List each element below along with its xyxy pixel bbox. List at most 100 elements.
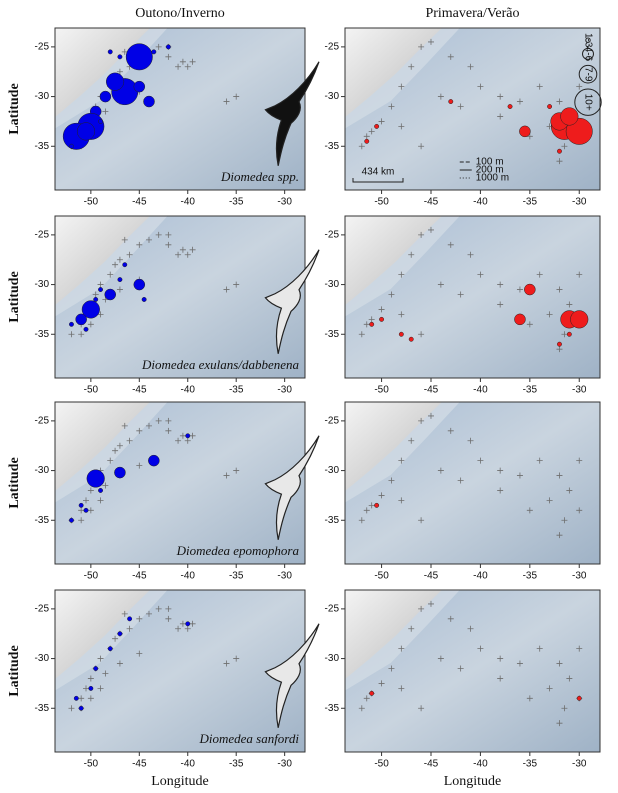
sighting-bubble bbox=[399, 332, 403, 336]
y-tick-label: -25 bbox=[325, 230, 340, 241]
size-legend-label: 4-6 bbox=[582, 47, 593, 62]
x-tick-label: -50 bbox=[374, 385, 389, 396]
sighting-bubble bbox=[126, 44, 152, 70]
x-tick-label: -35 bbox=[523, 197, 538, 208]
y-tick-label: -30 bbox=[325, 91, 340, 102]
sighting-bubble bbox=[123, 262, 127, 266]
sighting-bubble bbox=[557, 149, 561, 153]
sighting-bubble bbox=[98, 287, 102, 291]
sighting-bubble bbox=[143, 96, 154, 107]
sighting-bubble bbox=[69, 518, 73, 522]
y-tick-label: -30 bbox=[35, 653, 50, 664]
species-name: Diomedea spp. bbox=[220, 169, 299, 184]
x-tick-label: -35 bbox=[523, 571, 538, 582]
sighting-bubble bbox=[79, 706, 83, 710]
sighting-bubble bbox=[142, 297, 146, 301]
x-axis-label: Longitude bbox=[444, 774, 502, 789]
y-tick-label: -30 bbox=[35, 279, 50, 290]
x-tick-label: -45 bbox=[132, 197, 147, 208]
y-tick-label: -25 bbox=[35, 42, 50, 53]
sighting-bubble bbox=[98, 488, 102, 492]
x-tick-label: -30 bbox=[277, 759, 292, 770]
sighting-bubble bbox=[449, 99, 453, 103]
page: {"chart_data":[ {"type":"scatter","title… bbox=[0, 0, 618, 793]
y-tick-label: -35 bbox=[325, 515, 340, 526]
x-tick-label: -50 bbox=[374, 571, 389, 582]
size-legend-label: 1-3 bbox=[582, 33, 593, 48]
x-tick-label: -30 bbox=[277, 385, 292, 396]
y-tick-label: -30 bbox=[325, 279, 340, 290]
x-tick-label: -35 bbox=[229, 759, 244, 770]
sighting-bubble bbox=[127, 617, 131, 621]
x-tick-label: -45 bbox=[132, 759, 147, 770]
x-tick-label: -45 bbox=[424, 571, 439, 582]
size-legend-label: 7-9 bbox=[582, 67, 593, 82]
y-tick-label: -25 bbox=[35, 230, 50, 241]
x-tick-label: -30 bbox=[277, 197, 292, 208]
x-tick-label: -30 bbox=[572, 197, 587, 208]
sighting-bubble bbox=[567, 332, 571, 336]
sighting-bubble bbox=[79, 503, 83, 507]
x-tick-label: -40 bbox=[473, 571, 488, 582]
column-title: Primavera/Verão bbox=[425, 6, 519, 21]
species-name: Diomedea exulans/dabbenena bbox=[141, 357, 300, 372]
sighting-bubble bbox=[118, 632, 122, 636]
sighting-bubble bbox=[93, 297, 97, 301]
sighting-bubble bbox=[369, 322, 373, 326]
sighting-bubble bbox=[557, 342, 561, 346]
sighting-bubble bbox=[514, 314, 525, 325]
panel: -50-45-40-35-30-25-30-35LatitudeLongitud… bbox=[7, 590, 319, 789]
y-tick-label: -35 bbox=[35, 329, 50, 340]
sighting-bubble bbox=[74, 696, 78, 700]
sighting-bubble bbox=[69, 144, 73, 148]
sighting-bubble bbox=[379, 317, 383, 321]
sighting-bubble bbox=[84, 327, 88, 331]
panel: -50-45-40-35-30-25-30-35LatitudeDiomedea… bbox=[7, 216, 319, 396]
sighting-bubble bbox=[148, 455, 159, 466]
x-tick-label: -30 bbox=[277, 571, 292, 582]
x-tick-label: -50 bbox=[374, 197, 389, 208]
sighting-bubble bbox=[508, 104, 512, 108]
sighting-bubble bbox=[524, 284, 535, 295]
y-axis-label: Latitude bbox=[7, 645, 22, 696]
x-tick-label: -30 bbox=[572, 385, 587, 396]
y-tick-label: -30 bbox=[35, 465, 50, 476]
sighting-bubble bbox=[369, 691, 373, 695]
y-axis-label: Latitude bbox=[7, 457, 22, 508]
x-tick-label: -40 bbox=[473, 759, 488, 770]
sighting-bubble bbox=[100, 91, 111, 102]
x-tick-label: -40 bbox=[181, 759, 196, 770]
sighting-bubble bbox=[152, 50, 156, 54]
y-tick-label: -35 bbox=[325, 141, 340, 152]
x-tick-label: -35 bbox=[229, 571, 244, 582]
sighting-bubble bbox=[134, 81, 145, 92]
sighting-bubble bbox=[84, 508, 88, 512]
x-tick-label: -35 bbox=[523, 759, 538, 770]
sighting-bubble bbox=[118, 277, 122, 281]
x-tick-label: -45 bbox=[424, 759, 439, 770]
y-tick-label: -35 bbox=[325, 329, 340, 340]
x-tick-label: -50 bbox=[84, 571, 99, 582]
depth-legend-label: 1000 m bbox=[476, 173, 509, 184]
panel: -50-45-40-35-30-25-30-35Outono/InvernoLa… bbox=[7, 6, 319, 207]
y-tick-label: -25 bbox=[325, 416, 340, 427]
y-tick-label: -35 bbox=[35, 703, 50, 714]
x-tick-label: -40 bbox=[181, 385, 196, 396]
x-tick-label: -45 bbox=[424, 197, 439, 208]
sighting-bubble bbox=[106, 73, 124, 91]
sighting-bubble bbox=[118, 55, 122, 59]
sighting-bubble bbox=[365, 139, 369, 143]
y-tick-label: -35 bbox=[325, 703, 340, 714]
sighting-bubble bbox=[570, 311, 588, 329]
sighting-bubble bbox=[105, 289, 116, 300]
sighting-bubble bbox=[69, 322, 73, 326]
panel: -50-45-40-35-30-25-30-35 bbox=[325, 402, 600, 582]
sighting-bubble bbox=[114, 467, 125, 478]
sighting-bubble bbox=[186, 434, 190, 438]
sighting-bubble bbox=[98, 119, 102, 123]
x-tick-label: -35 bbox=[229, 385, 244, 396]
x-axis-label: Longitude bbox=[151, 774, 209, 789]
sighting-bubble bbox=[374, 503, 378, 507]
x-tick-label: -40 bbox=[181, 197, 196, 208]
